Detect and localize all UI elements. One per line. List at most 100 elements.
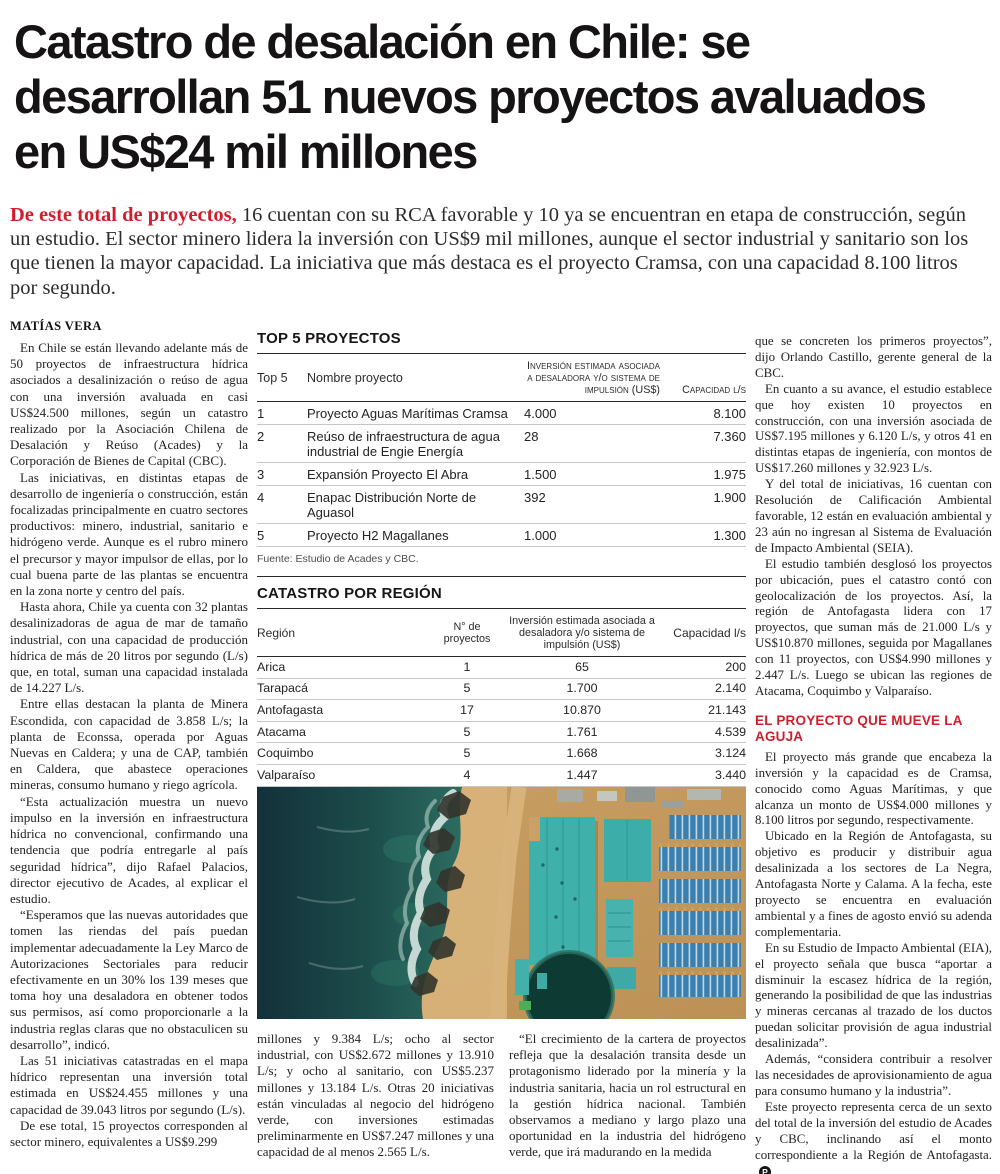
table-cell: 4 — [436, 763, 498, 787]
table-cell: 1.500 — [522, 462, 660, 486]
top5-section: TOP 5 PROYECTOS Top 5 Nombre proyecto Inve… — [257, 330, 746, 566]
table-cell: 1.300 — [660, 523, 746, 547]
table-cell: 7.360 — [660, 424, 746, 463]
table-cell: 21.143 — [666, 699, 746, 722]
desalination-plant-aerial-image — [257, 787, 746, 1019]
paragraph: Las 51 iniciativas catastradas en el map… — [10, 1052, 248, 1117]
table-cell: Valparaíso — [257, 763, 436, 787]
paragraph: Además, “considera contribuir a resolver… — [755, 1052, 992, 1098]
paragraph: En su Estudio de Impacto Ambiental (EIA)… — [755, 940, 992, 1051]
table-row: 2 Reúso de infraestructura de agua indust… — [257, 424, 746, 463]
table-row: Arica 1 65 200 — [257, 657, 746, 679]
table-cell: Enapac Distribución Norte de Aguasol — [307, 485, 522, 524]
paragraph: Este proyecto representa cerca de un sex… — [755, 1100, 992, 1174]
right-column-bottom-text: El proyecto más grande que encabeza la i… — [755, 750, 992, 1174]
table-cell: Atacama — [257, 720, 436, 743]
left-column-text: En Chile se están llevando adelante más … — [10, 340, 248, 1150]
table-cell: Tarapacá — [257, 677, 436, 700]
continuation-column-1: millones y 9.384 L/s; ocho al sector ind… — [257, 1031, 494, 1161]
plant-aerial-photo — [257, 787, 746, 1019]
table-cell: 2 — [257, 424, 307, 463]
table-cell: Reúso de infraestructura de agua industr… — [307, 424, 522, 463]
headline-line: Catastro de desalación en Chile: se — [14, 15, 751, 68]
table-row: Antofagasta 17 10.870 21.143 — [257, 699, 746, 722]
paragraph: En Chile se están llevando adelante más … — [10, 340, 248, 469]
table-cell: 4.539 — [666, 720, 746, 743]
top5-header-row: Top 5 Nombre proyecto Inversión estimada a… — [257, 354, 746, 402]
paragraph: Y del total de iniciativas, 16 cuentan c… — [755, 477, 992, 555]
byline: MATÍAS VERA — [10, 319, 102, 333]
table-cell: 65 — [575, 659, 589, 674]
table-cell: 200 — [725, 659, 746, 674]
article-end-mark: P — [759, 1166, 771, 1174]
table-cell: 1.447 — [498, 763, 666, 787]
paragraph: En cuanto a su avance, el estudio establ… — [755, 381, 992, 476]
paragraph: Ubicado en la Región de Antofagasta, su … — [755, 829, 992, 939]
region-header-row: Región N° de proyectos Inversión estimada … — [257, 609, 746, 657]
paragraph: “El crecimiento de la cartera de proyect… — [509, 1031, 746, 1160]
paragraph: “Esperamos que las nuevas autoridades qu… — [10, 907, 248, 1052]
top5-table: Top 5 Nombre proyecto Inversión estimada a… — [257, 354, 746, 547]
table-cell: 1.761 — [498, 720, 666, 743]
table-cell: 5 — [436, 720, 498, 743]
column-header: Inversión estimada asociada a desaladora… — [498, 609, 666, 657]
table-row: 3 Expansión Proyecto El Abra 1.500 1.975 — [257, 462, 746, 486]
table-cell: 2.140 — [666, 677, 746, 700]
table-cell: 10.870 — [498, 699, 666, 722]
continuation-column-2: “El crecimiento de la cartera de proyect… — [509, 1031, 746, 1161]
region-title: CATASTRO POR REGIÓN — [257, 585, 746, 609]
paragraph: El proyecto más grande que encabeza la i… — [755, 749, 992, 828]
continuation-columns: millones y 9.384 L/s; ocho al sector ind… — [257, 1031, 746, 1161]
table-cell: 1.700 — [498, 677, 666, 700]
table-cell: Coquimbo — [257, 742, 436, 765]
lede: De este total de proyectos, 16 cuentan c… — [10, 203, 990, 300]
middle-column: TOP 5 PROYECTOS Top 5 Nombre proyecto Inve… — [257, 330, 746, 1174]
column-header: Inversión estimada asociada a desaladora… — [522, 354, 660, 402]
column-header: Región — [257, 609, 436, 657]
table-cell: 5 — [257, 523, 307, 547]
top5-title: TOP 5 PROYECTOS — [257, 330, 746, 354]
table-cell: 1.900 — [660, 485, 746, 524]
column-header: N° de proyectos — [436, 609, 498, 657]
headline-line: desarrollan 51 nuevos proyectos avaluado… — [14, 70, 927, 123]
table-cell: 1 — [463, 659, 471, 674]
table-cell: 17 — [436, 699, 498, 722]
paragraph: Hasta ahora, Chile ya cuenta con 32 plan… — [10, 599, 248, 696]
left-column: MATÍAS VERA En Chile se están llevando a… — [10, 319, 248, 1174]
table-cell: 1 — [257, 405, 265, 421]
table-cell: 3.440 — [666, 763, 746, 787]
paragraph: “Esta actualización muestra un nuevo imp… — [10, 793, 248, 906]
table-cell: 392 — [522, 485, 660, 524]
table-cell: 1.668 — [498, 742, 666, 765]
table-row: 4 Enapac Distribución Norte de Aguasol 392… — [257, 485, 746, 524]
paragraph: Las iniciativas, en distintas etapas de … — [10, 469, 248, 599]
paragraph: De ese total, 15 proyectos corresponden … — [10, 1117, 248, 1149]
lede-text: 16 cuentan con su RCA favorable y 10 ya … — [10, 204, 969, 299]
table-cell: Proyecto Aguas Marítimas Cramsa — [307, 405, 508, 421]
table-row: Atacama 5 1.761 4.539 — [257, 720, 746, 743]
right-column: que se concreten los primeros proyectos”… — [755, 334, 992, 1174]
paragraph: El estudio también desglosó los proyecto… — [755, 556, 992, 698]
table-cell: Expansión Proyecto El Abra — [307, 462, 522, 486]
table-cell: 4 — [257, 485, 307, 524]
table-row: Tarapacá 5 1.700 2.140 — [257, 677, 746, 700]
right-column-top-text: que se concreten los primeros proyectos”… — [755, 334, 992, 700]
table-row: Coquimbo 5 1.668 3.124 — [257, 742, 746, 765]
table-cell: 4.000 — [524, 405, 557, 421]
table-cell: 8.100 — [713, 405, 746, 421]
table-cell: Proyecto H2 Magallanes — [307, 523, 522, 547]
table-cell: Arica — [257, 659, 286, 674]
section-subhead: EL PROYECTO QUE MUEVE LA AGUJA — [755, 712, 963, 744]
table-cell: 3.124 — [666, 742, 746, 765]
paragraph: que se concreten los primeros proyectos”… — [755, 334, 992, 380]
column-header: Capacidad l/s — [666, 609, 746, 657]
lede-lead-in: De este total de proyectos, — [10, 204, 237, 226]
table-cell: 5 — [436, 742, 498, 765]
table-cell: 3 — [257, 462, 307, 486]
column-header: Top 5 — [257, 354, 307, 402]
table-cell: 28 — [522, 424, 660, 463]
column-header: Capacidad l/s — [660, 354, 746, 402]
table-row: 5 Proyecto H2 Magallanes 1.000 1.300 — [257, 523, 746, 547]
table-cell: 1.000 — [522, 523, 660, 547]
